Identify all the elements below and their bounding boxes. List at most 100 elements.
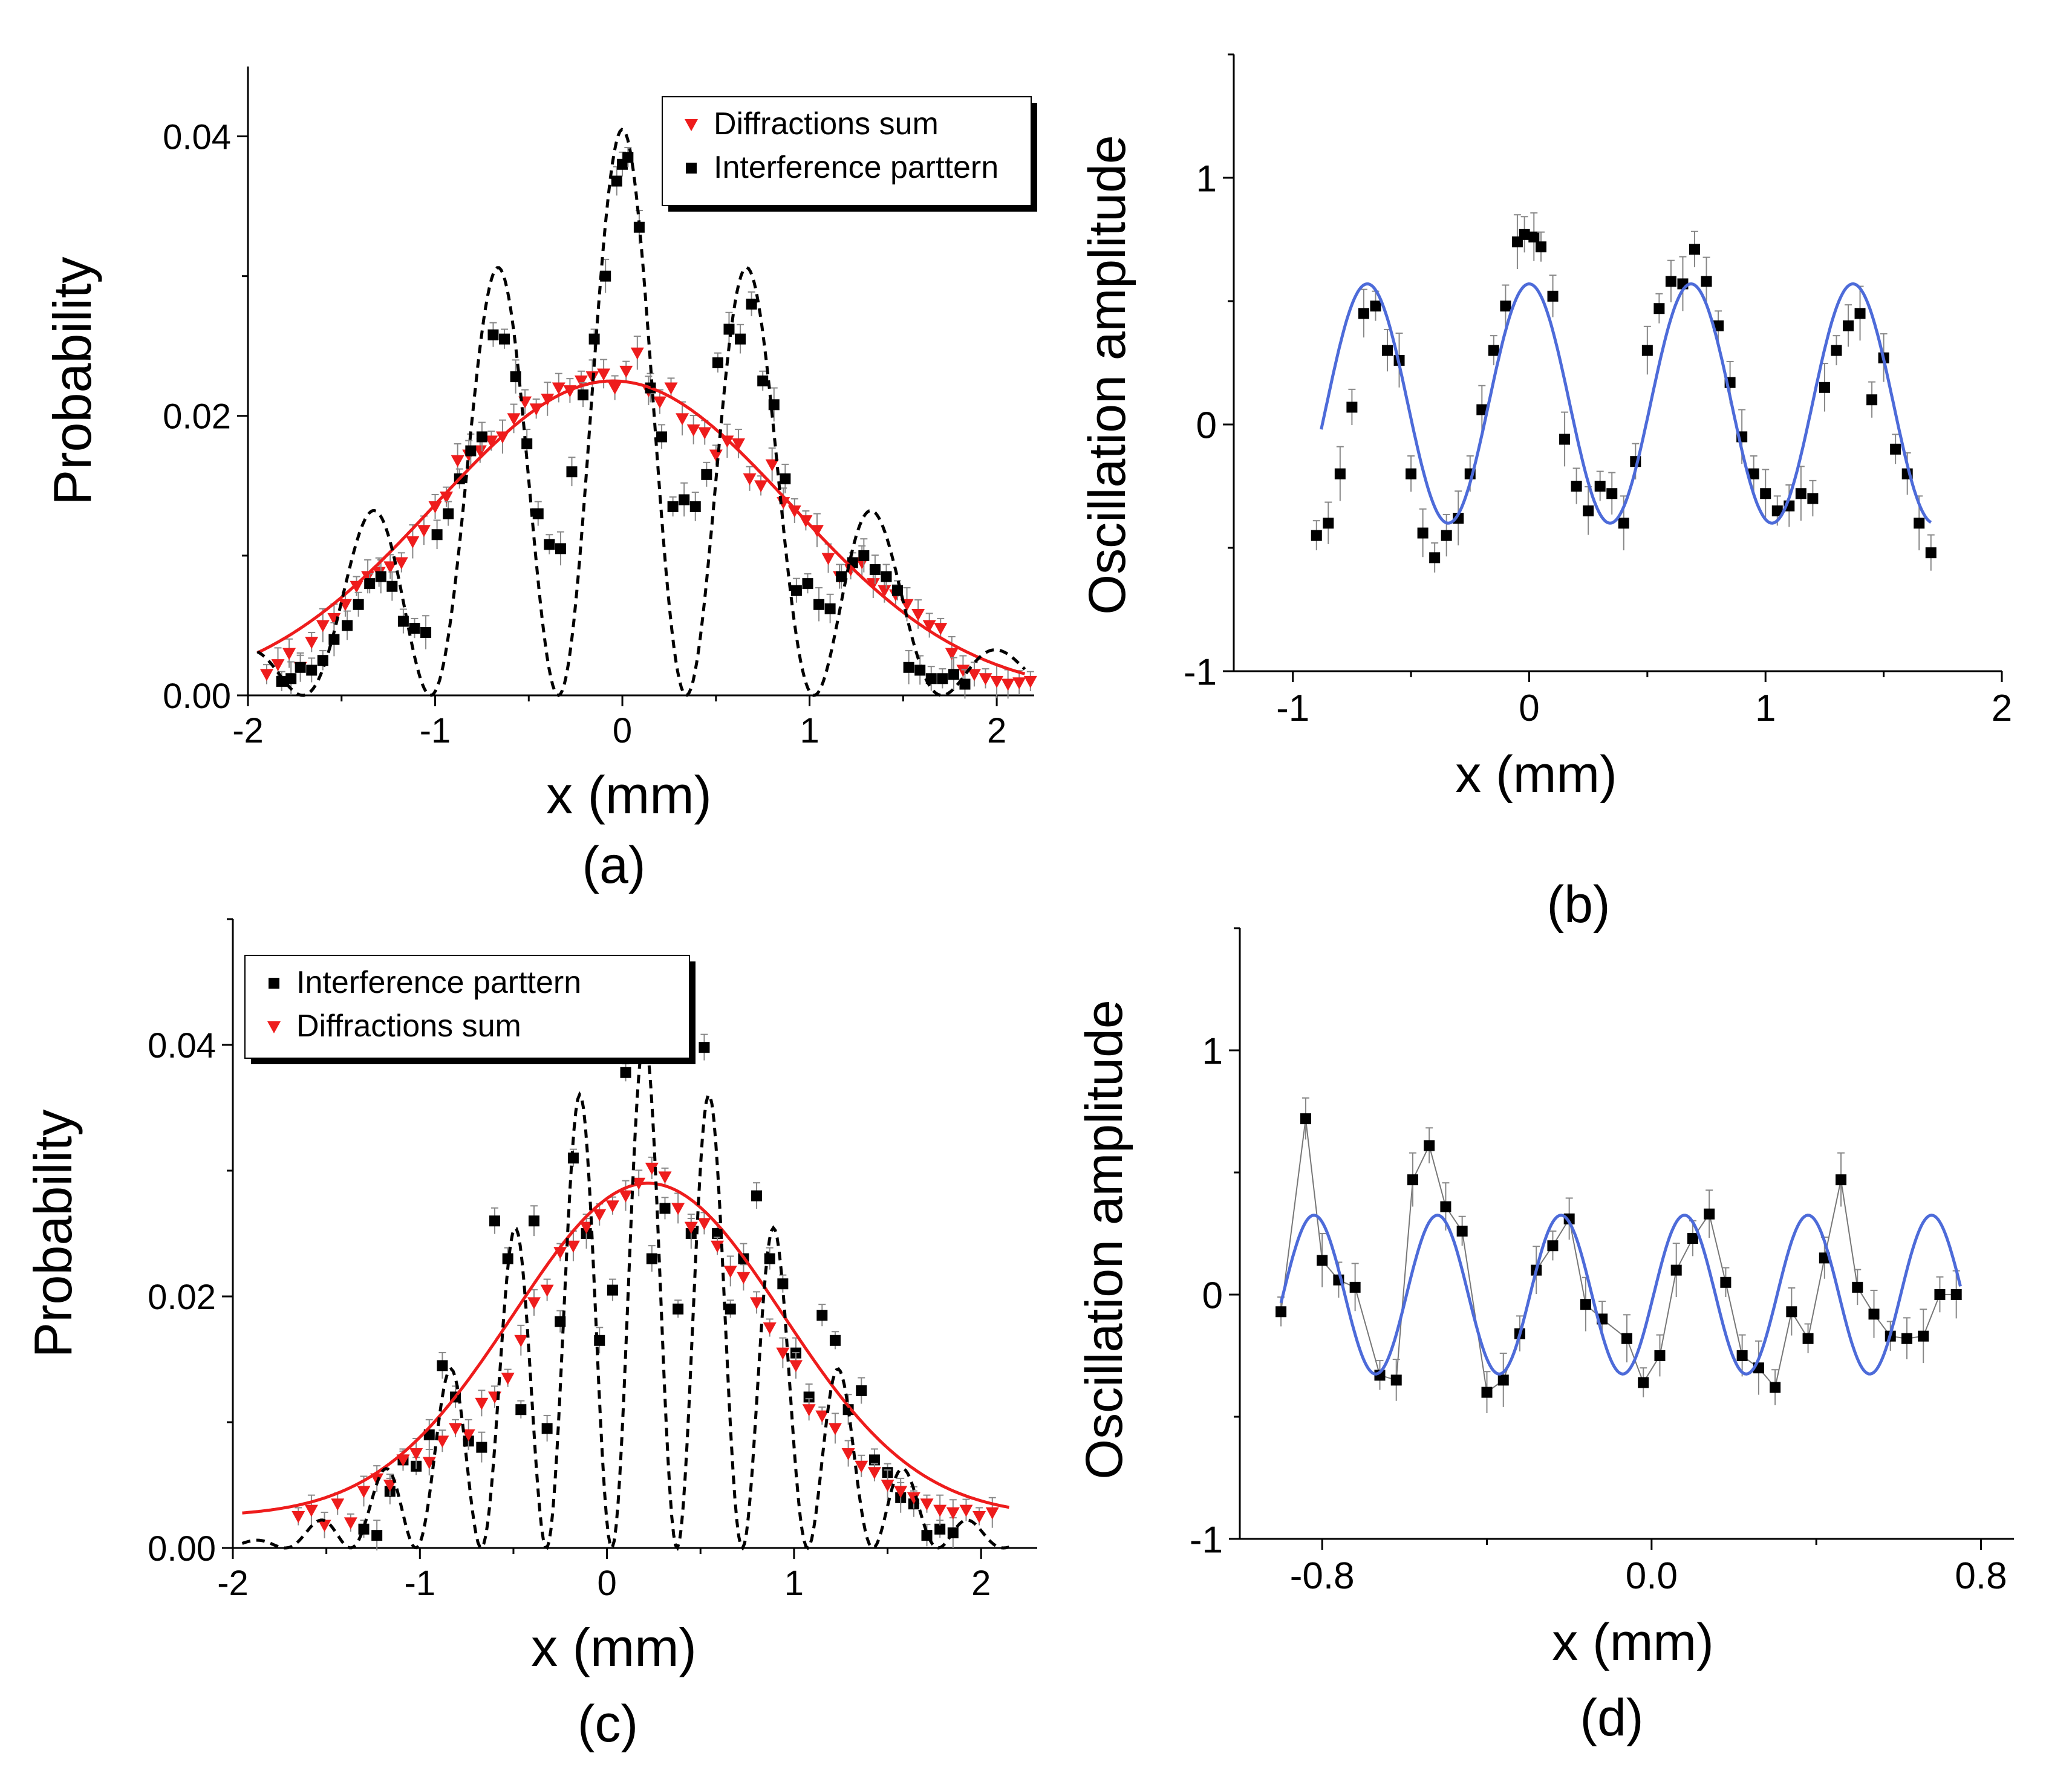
data-point — [780, 473, 791, 484]
data-point — [449, 1423, 463, 1435]
data-point — [574, 376, 588, 388]
data-point — [371, 1530, 383, 1541]
data-point — [757, 376, 769, 386]
data-point — [541, 1423, 553, 1434]
data-point — [697, 1218, 711, 1231]
panel-caption: (c) — [578, 1695, 638, 1753]
data-point — [600, 270, 611, 282]
data-point — [1641, 345, 1653, 356]
fit-curve-solid — [242, 1182, 1010, 1515]
data-point — [723, 1266, 737, 1278]
data-point — [532, 508, 544, 519]
data-point — [1802, 1333, 1814, 1344]
data-point — [1275, 1306, 1287, 1318]
data-point — [353, 599, 364, 610]
data-point — [1638, 1377, 1649, 1388]
data-point — [259, 669, 273, 681]
data-point — [1748, 468, 1759, 480]
x-tick-label: 2 — [987, 711, 1006, 750]
data-point — [501, 1373, 515, 1385]
panel-b: -1 0 1 2 -1 0 1 x (mm) Oscillation amplitude (b) — [1078, 53, 2012, 934]
data-point — [619, 365, 633, 378]
data-point — [1720, 1276, 1732, 1288]
data-point — [476, 431, 487, 443]
x-axis-label: x (mm) — [531, 1618, 697, 1677]
x-tick-label: -1 — [405, 1564, 436, 1603]
data-point — [386, 580, 398, 592]
data-point — [959, 678, 971, 690]
data-point — [499, 333, 510, 345]
data-point — [776, 1347, 790, 1360]
panel-c: -2 -1 0 1 2 0.00 0.02 0.04 x (mm) Probability (c) I… — [23, 918, 1037, 1753]
x-tick-label: -0.8 — [1290, 1555, 1355, 1597]
data-point — [1407, 1174, 1418, 1186]
panel-d: -0.8 0.0 0.8 -1 0 1 x (mm) Oscillation amplitud… — [1075, 927, 2014, 1747]
data-point — [656, 431, 668, 443]
data-point — [331, 1498, 345, 1511]
data-point — [763, 1322, 777, 1335]
y-axis-label: Probability — [42, 257, 102, 506]
y-tick-label: 0.02 — [148, 1278, 216, 1317]
data-point — [645, 1162, 659, 1175]
fit-curve-dashed — [256, 128, 1026, 697]
data-point — [667, 501, 679, 512]
data-point — [338, 599, 352, 611]
data-point — [1012, 677, 1026, 690]
data-point — [787, 505, 801, 518]
data-point — [836, 571, 847, 582]
data-point — [435, 1435, 449, 1448]
data-point — [1618, 518, 1629, 529]
data-point — [422, 1457, 436, 1469]
data-point — [375, 571, 386, 582]
data-point — [1918, 1330, 1929, 1342]
data-point — [431, 529, 443, 541]
data-point — [1665, 276, 1676, 287]
data-point — [1925, 547, 1937, 559]
data-point — [1866, 394, 1878, 406]
data-point — [1453, 513, 1464, 524]
data-point — [789, 1360, 803, 1373]
data-point — [689, 501, 701, 512]
data-point — [342, 620, 353, 631]
x-tick-label: -1 — [420, 711, 451, 750]
data-point — [555, 543, 566, 554]
data-point — [731, 438, 745, 450]
data-point — [420, 627, 432, 638]
data-point — [868, 1454, 880, 1466]
data-point — [1689, 244, 1700, 255]
data-point — [1429, 552, 1441, 564]
series-interference-parttern — [358, 1033, 959, 1551]
data-point — [802, 578, 813, 590]
data-point — [1497, 1374, 1509, 1386]
data-point — [437, 1360, 448, 1371]
data-point — [664, 382, 678, 395]
data-point — [541, 394, 555, 406]
data-point — [1300, 1113, 1311, 1125]
data-point — [937, 673, 948, 684]
data-point — [751, 1190, 763, 1201]
data-point — [588, 333, 600, 345]
data-point — [813, 599, 825, 610]
data-point — [746, 298, 757, 310]
data-point — [383, 1480, 397, 1492]
data-point — [476, 1442, 487, 1453]
data-point — [894, 1486, 908, 1498]
data-point — [1819, 382, 1830, 393]
data-point — [514, 1335, 528, 1347]
data-point — [318, 1520, 331, 1532]
x-tick-label: 1 — [1755, 688, 1776, 729]
legend: Interference parttern Diffractions sum — [244, 955, 696, 1064]
x-tick-label: 2 — [971, 1564, 991, 1603]
data-point — [1868, 1309, 1880, 1320]
x-tick-label: -1 — [1276, 688, 1309, 729]
data-point — [1914, 518, 1925, 529]
data-point — [1382, 345, 1393, 356]
data-point — [1583, 505, 1594, 516]
data-point — [304, 1504, 318, 1517]
data-point — [1771, 505, 1783, 516]
data-point — [673, 1303, 684, 1315]
data-point — [1481, 1387, 1493, 1398]
data-point — [907, 1492, 920, 1504]
data-point — [1536, 241, 1546, 253]
